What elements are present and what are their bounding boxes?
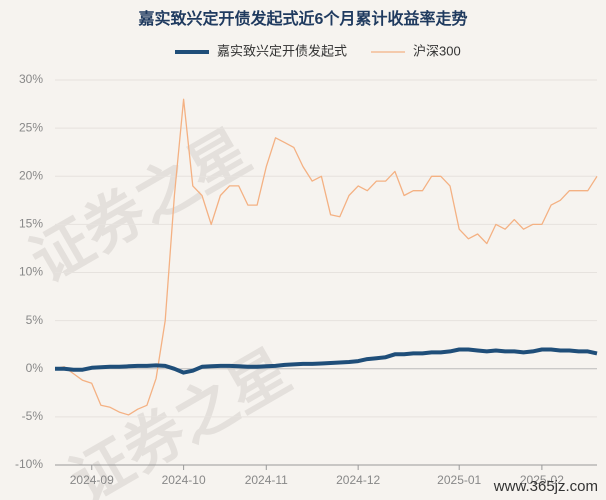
chart-title: 嘉实致兴定开债发起式近6个月累计收益率走势 (138, 9, 468, 28)
y-tick-label: 20% (19, 168, 43, 182)
x-tick-label: 2024-11 (245, 473, 288, 487)
y-tick-label: 15% (19, 217, 43, 231)
y-tick-label: 25% (19, 120, 43, 134)
y-tick-label: -10% (15, 457, 43, 471)
legend-label: 嘉实致兴定开债发起式 (217, 43, 347, 58)
source-label: www.365jz.com (493, 478, 598, 495)
x-tick-label: 2025-02 (520, 473, 564, 487)
y-tick-label: -5% (22, 409, 44, 423)
x-tick-label: 2024-12 (336, 473, 380, 487)
series-line (54, 98, 598, 416)
x-tick-label: 2025-01 (437, 473, 481, 487)
watermark: 证券之星 (20, 117, 261, 295)
legend-label: 沪深300 (413, 43, 461, 58)
x-tick-label: 2024-10 (162, 473, 206, 487)
y-tick-label: 5% (26, 313, 44, 327)
series-line (55, 347, 598, 375)
y-tick-label: 10% (19, 265, 43, 279)
x-tick-label: 2024-09 (70, 473, 114, 487)
y-tick-label: 0% (26, 361, 44, 375)
y-tick-label: 30% (19, 72, 43, 86)
